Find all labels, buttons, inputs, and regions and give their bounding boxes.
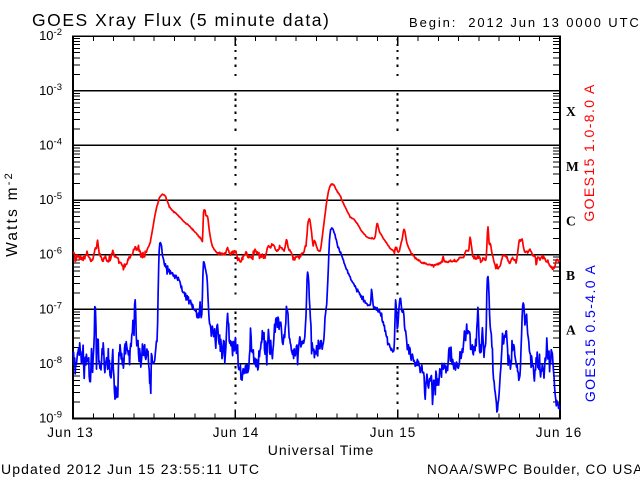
svg-text:Jun 14: Jun 14 [213,425,260,440]
svg-text:Jun 15: Jun 15 [370,425,417,440]
svg-text:Universal Time: Universal Time [268,442,375,458]
svg-text:Watts m-2: Watts m-2 [3,171,21,257]
svg-text:GOES15 0.5-4.0 A: GOES15 0.5-4.0 A [582,264,598,402]
svg-text:Jun 13: Jun 13 [47,425,94,440]
svg-text:Updated 2012 Jun 15 23:55:11 U: Updated 2012 Jun 15 23:55:11 UTC [1,461,260,477]
svg-text:Begin: 2012 Jun 13 0000 UTC: Begin: 2012 Jun 13 0000 UTC [409,15,640,30]
svg-text:M: M [566,159,579,174]
svg-text:GOES15 1.0-8.0 A: GOES15 1.0-8.0 A [581,83,597,221]
svg-text:NOAA/SWPC Boulder, CO USA: NOAA/SWPC Boulder, CO USA [427,462,640,477]
svg-text:Jun 16: Jun 16 [536,425,583,440]
svg-text:X: X [566,104,576,119]
svg-text:B: B [566,268,575,283]
svg-text:C: C [566,214,576,229]
svg-text:A: A [566,323,576,338]
svg-text:GOES Xray Flux (5 minute data): GOES Xray Flux (5 minute data) [32,10,330,30]
